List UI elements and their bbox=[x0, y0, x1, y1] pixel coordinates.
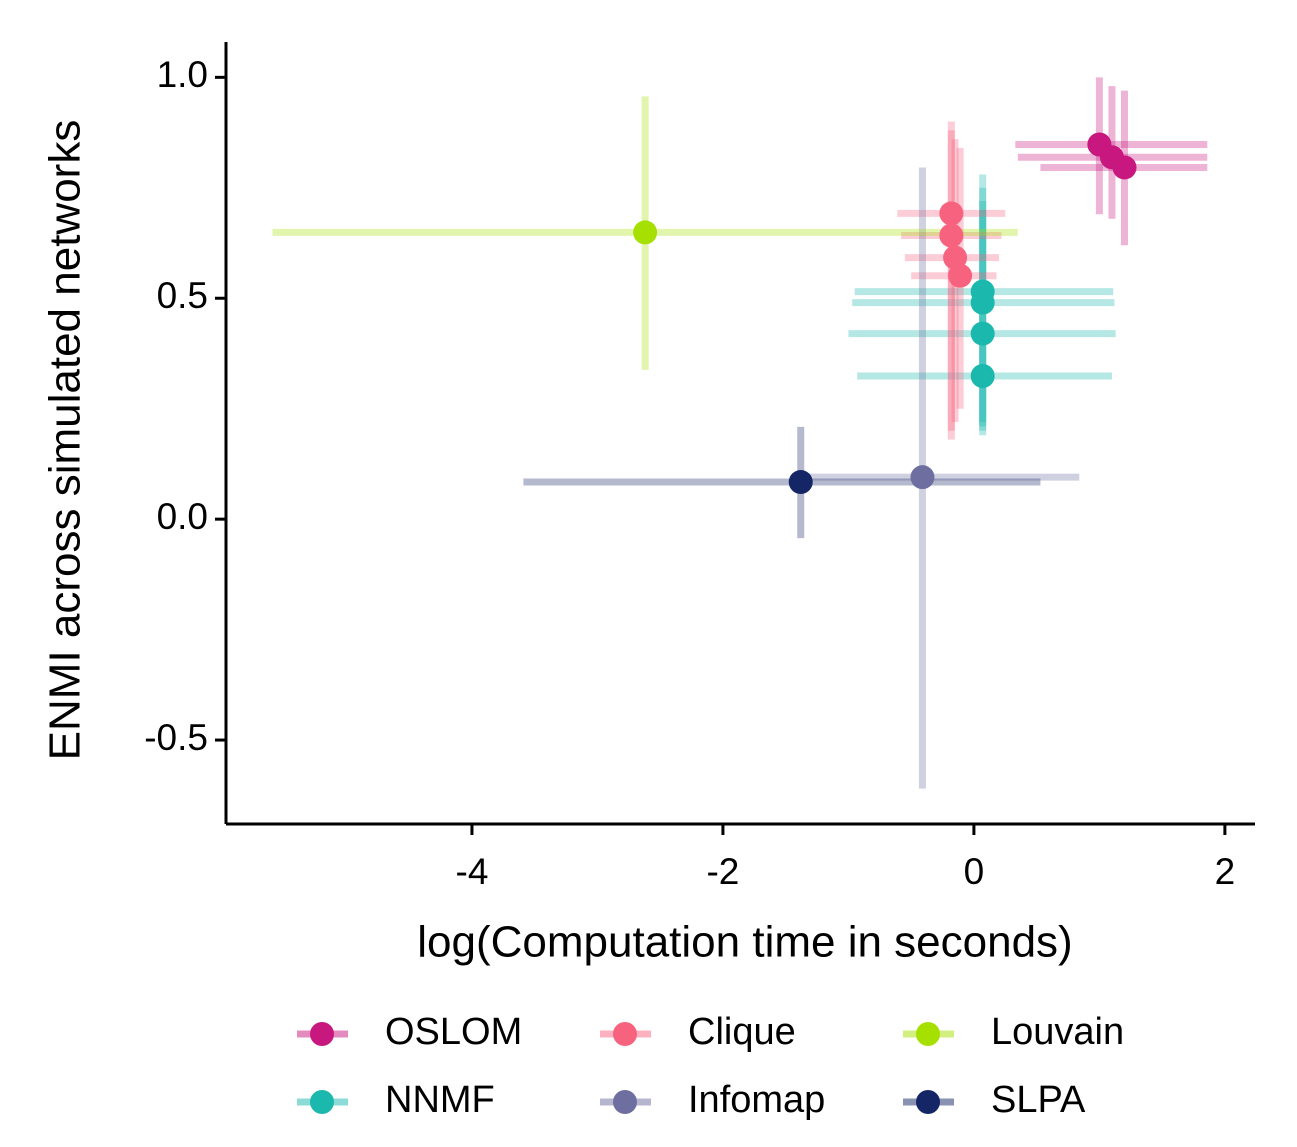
point bbox=[633, 220, 658, 245]
point bbox=[788, 470, 813, 495]
legend-key-dot bbox=[613, 1022, 637, 1046]
x-axis-title: log(Computation time in seconds) bbox=[417, 918, 1072, 967]
point bbox=[910, 465, 935, 490]
point bbox=[970, 364, 995, 389]
x-tick-label: 2 bbox=[1215, 851, 1236, 892]
y-tick-label: -0.5 bbox=[144, 717, 208, 758]
y-tick-label: 1.0 bbox=[157, 54, 208, 95]
point bbox=[1112, 155, 1137, 180]
x-tick-label: -2 bbox=[706, 851, 739, 892]
legend-label: SLPA bbox=[991, 1079, 1086, 1121]
legend-key-dot bbox=[916, 1090, 940, 1114]
legend-label: Clique bbox=[688, 1011, 796, 1053]
y-axis-title: ENMI across simulated networks bbox=[41, 120, 90, 761]
y-tick-label: 0.0 bbox=[157, 496, 208, 537]
x-tick-label: 0 bbox=[964, 851, 985, 892]
x-tick-label: -4 bbox=[456, 851, 489, 892]
point bbox=[970, 290, 995, 315]
point bbox=[948, 263, 973, 288]
point bbox=[939, 223, 964, 248]
legend-key-dot bbox=[613, 1090, 637, 1114]
legend-key-dot bbox=[310, 1022, 334, 1046]
legend-label: Louvain bbox=[991, 1011, 1124, 1053]
legend-key-dot bbox=[916, 1022, 940, 1046]
point bbox=[970, 321, 995, 346]
legend-key-dot bbox=[310, 1090, 334, 1114]
legend-label: NNMF bbox=[385, 1079, 495, 1121]
legend-label: Infomap bbox=[688, 1079, 825, 1121]
point bbox=[939, 201, 964, 226]
legend-label: OSLOM bbox=[385, 1011, 522, 1053]
point bbox=[943, 245, 968, 270]
y-tick-label: 0.5 bbox=[157, 275, 208, 316]
